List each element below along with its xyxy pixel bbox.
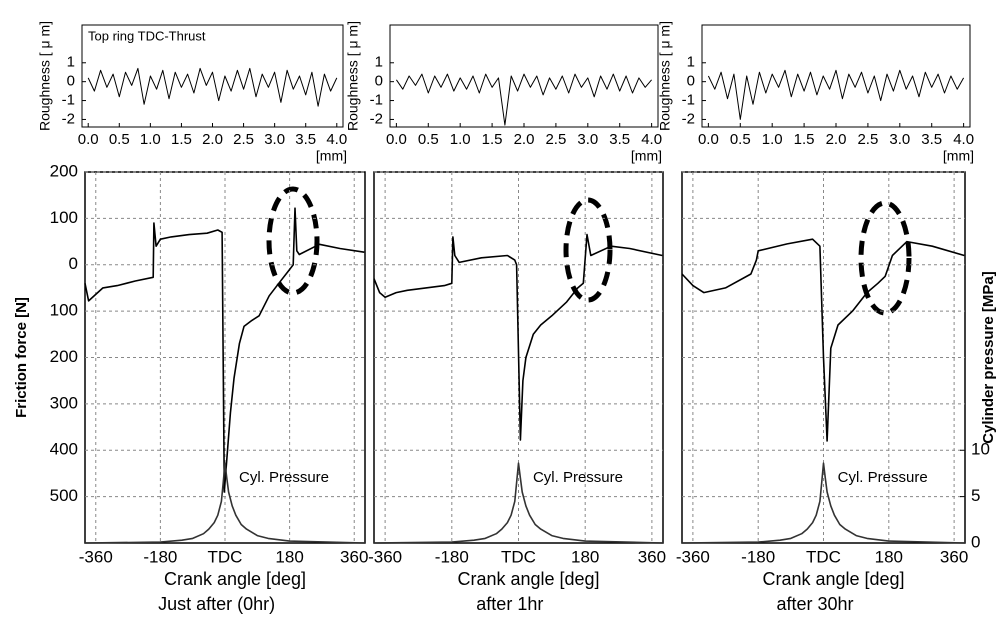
x-tick-label: 1.0 (762, 131, 783, 148)
x-axis-label: [mm] (631, 148, 662, 164)
x-axis-label: Crank angle [deg] (762, 569, 904, 589)
data-line (681, 238, 965, 442)
data-line (395, 73, 652, 126)
plot-frame (389, 24, 659, 128)
series-label: Cyl. Pressure (533, 469, 623, 486)
x-tick-label: 2.0 (202, 131, 223, 148)
x-tick-label: 0.5 (730, 131, 751, 148)
y2-tick-label: 0 (971, 532, 980, 551)
x-tick-label: -360 (676, 547, 710, 566)
plot-frame (701, 24, 971, 128)
x-tick-label: -180 (143, 547, 177, 566)
x-axis-label: Crank angle [deg] (457, 569, 599, 589)
y-tick-label: 1 (375, 54, 383, 71)
caption: Just after (0hr) (158, 594, 275, 614)
x-tick-label: 360 (940, 547, 968, 566)
x-tick-label: 4.0 (326, 131, 347, 148)
x-tick-label: 1.0 (450, 131, 471, 148)
y-tick-label: -1 (370, 92, 383, 109)
y-tick-label: 300 (50, 393, 78, 412)
x-tick-label: 360 (340, 547, 368, 566)
y-tick-label: -1 (682, 92, 695, 109)
x-axis-label: [mm] (316, 148, 347, 164)
x-tick-label: 3.5 (921, 131, 942, 148)
x-tick-label: 3.0 (577, 131, 598, 148)
y-tick-label: 100 (50, 208, 78, 227)
highlight-ellipse (266, 186, 320, 296)
data-line (373, 233, 663, 441)
x-tick-label: 1.0 (140, 131, 161, 148)
chart-title: Top ring TDC-Thrust (88, 28, 206, 43)
data-line (84, 207, 365, 493)
x-axis-label: Crank angle [deg] (164, 569, 306, 589)
x-tick-label: -360 (79, 547, 113, 566)
x-tick-label: 0.0 (698, 131, 719, 148)
x-tick-label: TDC (208, 547, 243, 566)
x-tick-label: 0.5 (418, 131, 439, 148)
y2-axis-label: Cylinder pressure [MPa] (980, 271, 997, 444)
x-tick-label: 360 (638, 547, 666, 566)
x-tick-label: 180 (275, 547, 303, 566)
x-tick-label: -180 (741, 547, 775, 566)
x-tick-label: 2.5 (857, 131, 878, 148)
x-tick-label: TDC (806, 547, 841, 566)
y2-tick-label: 5 (971, 486, 980, 505)
y-tick-label: 200 (50, 161, 78, 180)
y-tick-label: 200 (50, 347, 78, 366)
caption: after 30hr (776, 594, 853, 614)
y-axis-label: Roughness [ μ m] (37, 21, 53, 131)
x-tick-label: 4.0 (953, 131, 974, 148)
y-tick-label: 0 (67, 73, 75, 90)
x-tick-label: 1.5 (171, 131, 192, 148)
x-tick-label: -180 (435, 547, 469, 566)
x-tick-label: 2.0 (826, 131, 847, 148)
x-tick-label: 3.5 (295, 131, 316, 148)
y-tick-label: 0 (375, 73, 383, 90)
caption: after 1hr (476, 594, 543, 614)
x-tick-label: 0.5 (109, 131, 130, 148)
y-tick-label: -2 (370, 110, 383, 127)
y-tick-label: -2 (682, 110, 695, 127)
x-tick-label: 4.0 (641, 131, 662, 148)
data-line (87, 67, 338, 107)
series-label: Cyl. Pressure (239, 469, 329, 486)
series-label: Cyl. Pressure (838, 469, 928, 486)
x-tick-label: 180 (875, 547, 903, 566)
y-tick-label: 400 (50, 440, 78, 459)
y-axis-label: Roughness [ μ m] (345, 21, 361, 131)
y-tick-label: -2 (62, 110, 75, 127)
data-line (373, 462, 664, 544)
x-tick-label: 0.0 (78, 131, 99, 148)
highlight-ellipse (858, 200, 912, 316)
y-axis-label: Roughness [ μ m] (657, 21, 673, 131)
y-tick-label: 100 (50, 301, 78, 320)
x-tick-label: -360 (368, 547, 402, 566)
y-tick-label: 0 (69, 254, 78, 273)
y2-tick-label: 10 (971, 440, 990, 459)
x-tick-label: 2.0 (514, 131, 535, 148)
x-tick-label: 1.5 (794, 131, 815, 148)
x-tick-label: 2.5 (233, 131, 254, 148)
x-tick-label: TDC (501, 547, 536, 566)
y-tick-label: -1 (62, 92, 75, 109)
x-tick-label: 2.5 (545, 131, 566, 148)
data-line (681, 462, 966, 544)
y-tick-label: 1 (67, 54, 75, 71)
x-axis-label: [mm] (943, 148, 974, 164)
x-tick-label: 3.0 (264, 131, 285, 148)
highlight-ellipse (563, 197, 613, 303)
x-tick-label: 3.5 (609, 131, 630, 148)
x-tick-label: 1.5 (482, 131, 503, 148)
data-line (84, 462, 366, 544)
x-tick-label: 3.0 (889, 131, 910, 148)
y-tick-label: 0 (687, 73, 695, 90)
data-line (707, 69, 965, 120)
y-tick-label: 500 (50, 486, 78, 505)
y-tick-label: 1 (687, 54, 695, 71)
x-tick-label: 0.0 (386, 131, 407, 148)
x-tick-label: 180 (571, 547, 599, 566)
y-axis-label: Friction force [N] (13, 297, 30, 418)
